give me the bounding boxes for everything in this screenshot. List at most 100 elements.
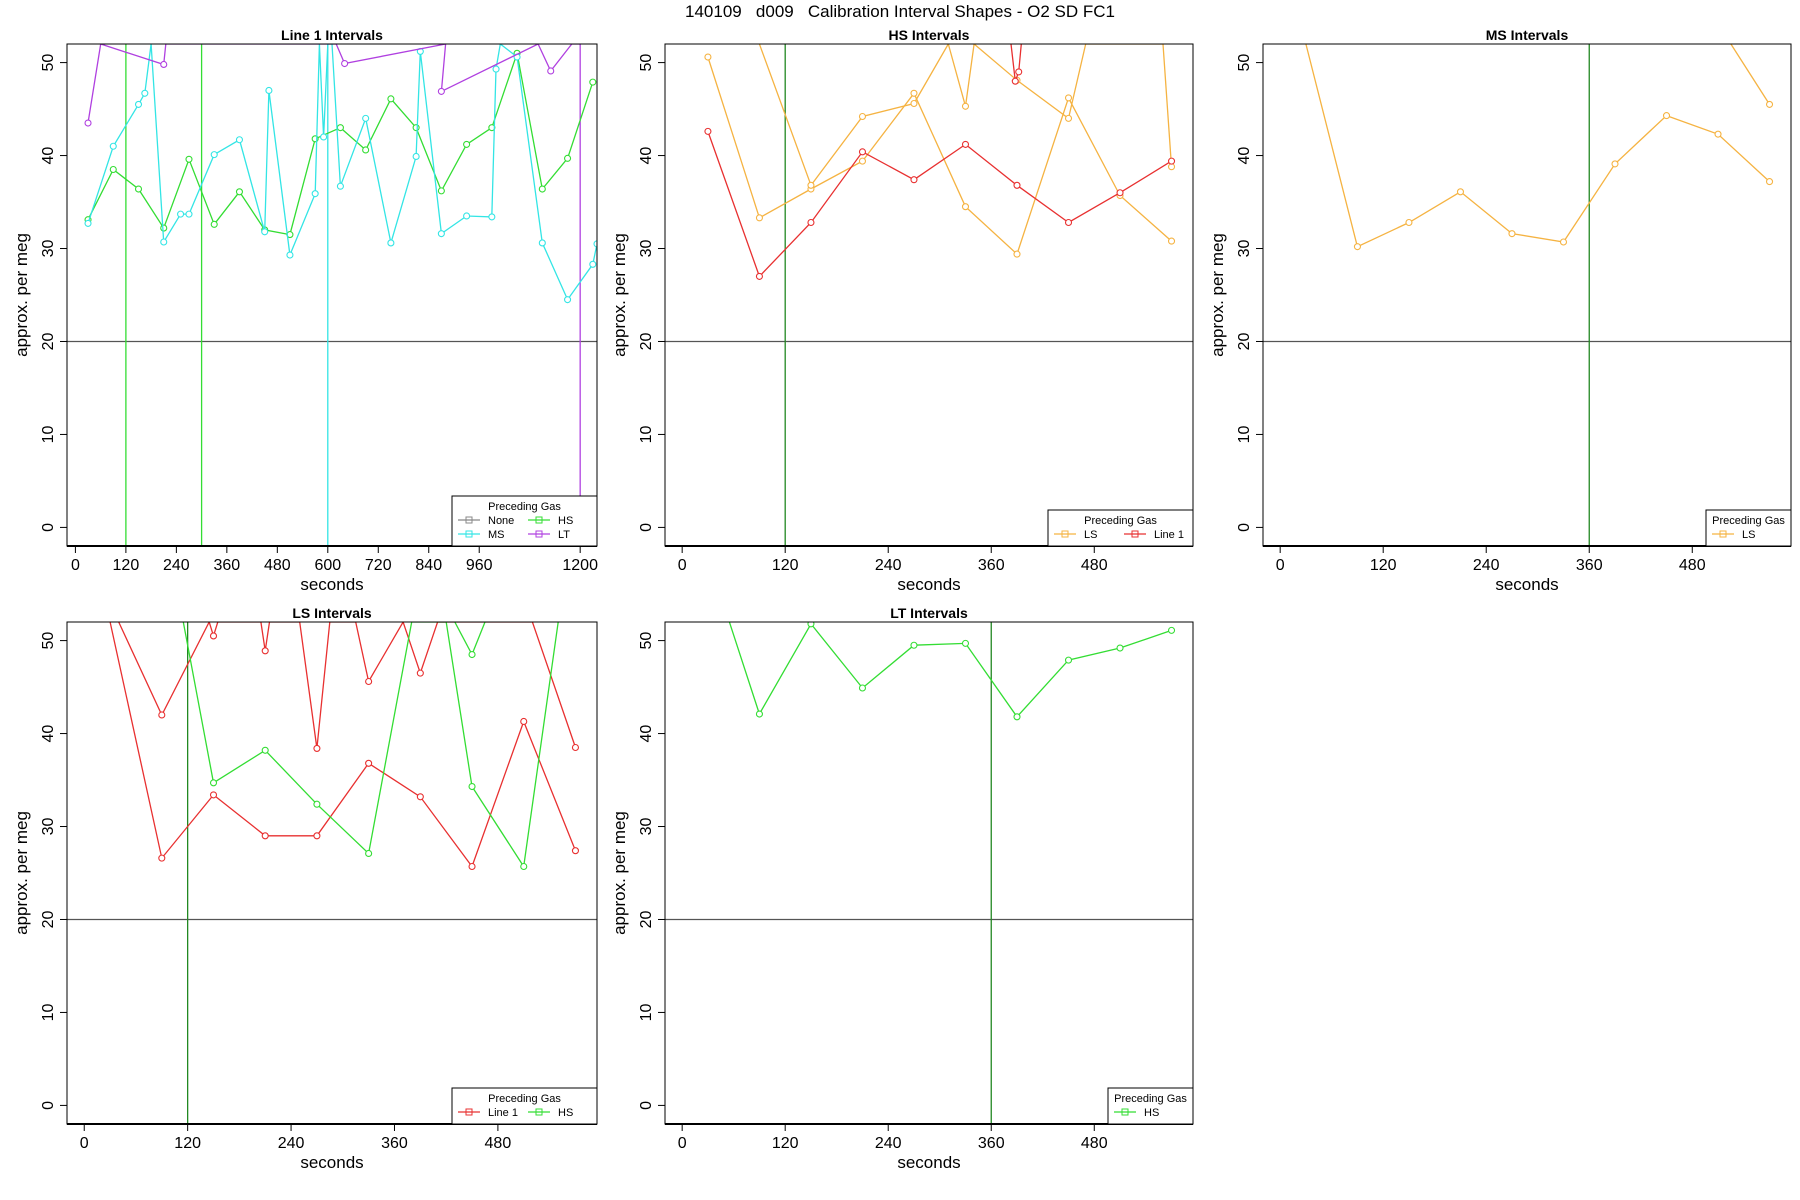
y-tick-label: 10 [638, 425, 655, 443]
legend-entry-label: LS [1084, 529, 1097, 541]
legend-entry-label: HS [558, 1107, 573, 1119]
data-point [1064, 114, 1073, 122]
legend-entry-line-1: Line 1 [458, 1107, 518, 1119]
legend: Preceding Gas LS [1705, 509, 1792, 547]
data-point [311, 190, 319, 198]
y-tick-label: 10 [40, 425, 57, 443]
legend-title: Preceding Gas [1084, 515, 1157, 527]
data-point [209, 779, 218, 787]
data-point [336, 182, 344, 190]
series-lt [84, 44, 581, 127]
x-tick-label: 240 [1473, 557, 1500, 574]
data-point [547, 67, 555, 75]
legend-swatch-marker [1061, 530, 1069, 538]
x-tick-label: 0 [71, 557, 80, 574]
data-point [185, 210, 193, 218]
data-point [1064, 218, 1073, 227]
panel-title: HS Intervals [889, 27, 970, 43]
panel-1: Line 1 Intervals 0 120 240 360 480 600 720 840 96… [12, 27, 598, 594]
data-point [160, 224, 168, 232]
data-point [158, 711, 166, 719]
legend-swatch-marker [535, 1108, 543, 1116]
plot-area [665, 622, 1193, 1124]
series-ms [84, 44, 597, 304]
legend-swatch-marker [535, 516, 543, 524]
y-tick-label: 50 [638, 632, 655, 650]
data-point [858, 148, 867, 156]
data-point [313, 800, 321, 808]
data-point [1064, 94, 1073, 102]
x-tick-label: 720 [365, 557, 392, 574]
data-point [1765, 100, 1774, 108]
x-axis-label: seconds [897, 1153, 960, 1172]
panel-4: LS Intervals 0 120 240 360 480 0 10 20 30 40 50 seco… [12, 605, 598, 1172]
data-point [365, 849, 373, 858]
data-point [538, 185, 546, 193]
data-point [564, 296, 572, 304]
legend-swatch-marker [465, 1108, 473, 1116]
data-point [910, 99, 918, 108]
series-hs [454, 622, 486, 659]
x-tick-label: 120 [1370, 557, 1397, 574]
data-point [437, 187, 445, 195]
data-point [520, 717, 528, 726]
legend-box [1047, 509, 1194, 547]
data-point [387, 239, 395, 247]
y-tick-label: 0 [40, 523, 57, 532]
data-point [463, 140, 471, 148]
legend-entry-hs: HS [528, 515, 573, 527]
data-point [235, 136, 244, 144]
y-tick-label: 0 [40, 1101, 57, 1110]
plot-frame [66, 621, 598, 1125]
legend-box [451, 1087, 598, 1125]
data-point [755, 214, 763, 222]
data-point [160, 238, 168, 246]
x-tick-label: 0 [678, 1135, 687, 1152]
data-point [210, 151, 218, 159]
series-line [109, 622, 577, 868]
data-point [564, 154, 572, 162]
x-tick-label: 240 [875, 1135, 902, 1152]
y-axis-label: approx. per meg [610, 233, 629, 357]
data-point [109, 165, 117, 174]
data-point [210, 220, 218, 228]
data-point [704, 53, 712, 61]
y-tick-label: 50 [638, 54, 655, 72]
data-point [109, 142, 117, 150]
y-tick-label: 40 [638, 725, 655, 743]
data-point [320, 133, 328, 141]
legend-entry-label: HS [1144, 1107, 1159, 1119]
data-point [261, 832, 269, 840]
data-point [387, 95, 395, 103]
series-line [454, 622, 486, 657]
legend-swatch-marker [1131, 530, 1139, 538]
data-point [177, 210, 185, 218]
y-axis-label: approx. per meg [12, 811, 31, 935]
data-point [468, 782, 476, 791]
series-line [758, 44, 1173, 187]
x-tick-label: 360 [381, 1135, 408, 1152]
data-point [341, 59, 349, 68]
series-line [1730, 44, 1771, 105]
y-tick-label: 30 [40, 240, 57, 258]
x-axis-label: seconds [300, 1153, 363, 1172]
legend-swatch-marker [465, 530, 473, 538]
legend-entry-label: LT [558, 529, 570, 541]
legend-box [1705, 509, 1792, 547]
x-tick-label: 120 [772, 557, 799, 574]
data-point [265, 86, 273, 95]
data-point [910, 176, 918, 184]
legend-entry-label: MS [488, 529, 505, 541]
data-point [134, 100, 143, 108]
x-tick-label: 1200 [562, 557, 598, 574]
plot-area [67, 622, 597, 1124]
y-axis-label: approx. per meg [12, 233, 31, 357]
data-point [1405, 218, 1413, 227]
legend-entry-label: HS [558, 515, 573, 527]
legend-entry-ls: LS [1054, 529, 1097, 541]
y-tick-label: 20 [40, 332, 57, 350]
legend-entry-label: LS [1742, 529, 1755, 541]
x-tick-label: 240 [278, 1135, 305, 1152]
x-tick-label: 120 [772, 1135, 799, 1152]
